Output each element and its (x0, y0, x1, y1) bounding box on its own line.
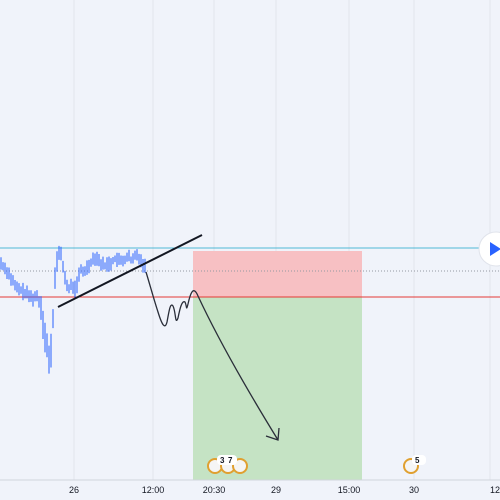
x-axis[interactable]: 26 12:00 20:30 29 15:00 30 12 (69, 485, 500, 495)
grid (73, 0, 491, 480)
stop-loss-zone[interactable] (193, 251, 362, 297)
x-tick-label: 30 (409, 485, 419, 495)
x-tick-label: 29 (271, 485, 281, 495)
event-count-5: 5 (415, 456, 420, 465)
scroll-to-realtime-button[interactable] (478, 231, 500, 267)
projected-path[interactable] (145, 271, 279, 441)
x-tick-label: 12 (490, 485, 500, 495)
x-tick-label: 20:30 (203, 485, 226, 495)
event-marker-group-2[interactable]: 5 (403, 455, 426, 474)
event-badge (217, 455, 237, 465)
play-icon (490, 242, 500, 256)
event-count-3: 3 (220, 456, 225, 465)
x-tick-label: 12:00 (142, 485, 165, 495)
event-marker-group-1[interactable]: 3 7 (207, 455, 248, 474)
price-series (0, 245, 146, 374)
take-profit-zone[interactable] (193, 297, 362, 480)
arrow-head-icon (265, 427, 280, 441)
x-tick-label: 15:00 (338, 485, 361, 495)
x-tick-label: 26 (69, 485, 79, 495)
trendline[interactable] (57, 234, 203, 308)
event-count-7: 7 (228, 456, 233, 465)
event-badge (412, 455, 426, 465)
